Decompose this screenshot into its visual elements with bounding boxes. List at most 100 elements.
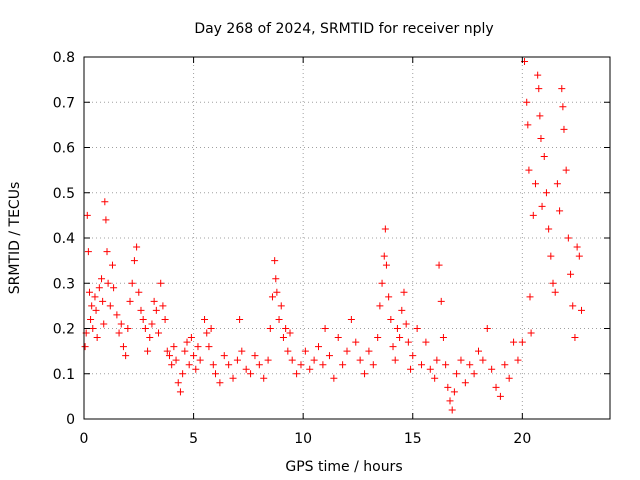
data-point [558,85,566,93]
data-point [163,347,171,355]
data-point [152,306,160,314]
y-tick-label: 0.6 [53,141,75,157]
data-point [277,302,285,310]
data-point [242,365,250,373]
data-point [88,302,96,310]
grid [84,57,610,419]
data-point [108,261,116,269]
data-point [146,334,154,342]
x-tick-label: 0 [80,431,89,447]
data-point [545,225,553,233]
data-point [385,293,393,301]
data-point [531,180,539,188]
data-point [433,356,441,364]
data-point [229,374,237,382]
data-point [518,338,526,346]
data-point [540,153,548,161]
data-point [102,216,110,224]
data-point [194,343,202,351]
data-point [556,207,564,215]
data-point [448,406,456,414]
data-point [255,361,263,369]
y-tick-label: 0.5 [53,186,75,202]
data-point [225,361,233,369]
data-point [203,329,211,337]
data-point [275,315,283,323]
data-point [190,352,198,360]
data-point [150,297,158,305]
data-point [264,356,272,364]
data-point [89,325,97,332]
data-point [139,315,147,323]
data-point [159,302,167,310]
data-point [141,325,149,332]
data-point [483,325,491,332]
data-point [161,315,169,323]
y-tick-label: 0.4 [53,231,75,247]
data-point [201,315,209,323]
data-point [537,134,545,142]
data-point [524,121,532,129]
data-point [573,243,581,251]
data-point [527,329,535,337]
data-point [378,279,386,287]
data-point [439,334,447,342]
data-point [251,352,259,360]
data-point [135,288,143,296]
data-point [179,370,187,378]
axis-ticks: 0 0.1 0.2 0.3 0.4 0.5 0.6 0.7 0.8 0 5 10 15 20 [53,50,610,447]
data-point [286,329,294,337]
data-point [207,325,215,332]
data-point [413,325,421,332]
data-point [374,334,382,342]
data-point [380,252,388,260]
data-point [236,315,244,323]
data-point [84,248,92,256]
data-point [442,361,450,369]
data-point [560,125,568,133]
data-point [100,320,108,328]
data-point [356,356,364,364]
data-point [174,379,182,387]
data-point [330,374,338,382]
data-point [185,361,193,369]
data-point [393,325,401,332]
data-point [542,189,550,197]
data-point [450,388,458,396]
data-point [165,352,173,360]
data-point [466,361,474,369]
data-point [352,338,360,346]
x-tick-label: 5 [189,431,198,447]
data-point [404,338,412,346]
data-point [155,329,163,337]
y-tick-label: 0.1 [53,367,75,383]
data-point [113,311,121,319]
x-tick-label: 20 [513,431,531,447]
data-point [268,293,276,301]
data-point [453,370,461,378]
data-point [535,85,543,93]
data-point [536,112,544,120]
data-point [91,293,99,301]
data-point [272,275,280,283]
data-point [343,347,351,355]
data-point [538,202,546,210]
data-point [529,211,537,219]
data-point [144,347,152,355]
y-tick-label: 0.3 [53,276,75,292]
data-point [461,379,469,387]
data-point [168,361,176,369]
data-point [176,388,184,396]
data-point [247,370,255,378]
data-point [549,279,557,287]
y-axis-label: SRMTID / TECUs [7,182,23,295]
data-point [514,356,522,364]
y-tick-label: 0.2 [53,322,75,338]
data-point [496,392,504,400]
data-point [128,279,136,287]
data-point [578,306,586,314]
data-point [492,383,500,391]
data-point [339,361,347,369]
data-point [435,261,443,269]
data-point [85,288,93,296]
